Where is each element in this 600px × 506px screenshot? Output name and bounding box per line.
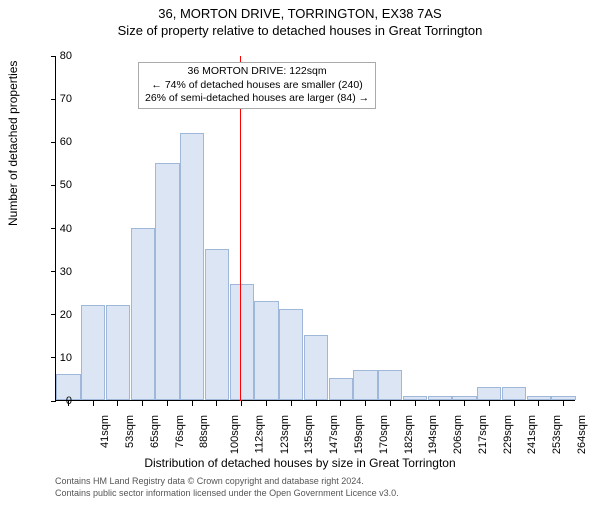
x-tick-label: 159sqm (353, 415, 365, 454)
histogram-bar (378, 370, 402, 400)
x-tick-label: 100sqm (229, 415, 241, 454)
x-tick-label: 65sqm (149, 415, 161, 448)
y-tick-label: 20 (42, 309, 72, 321)
y-tick-label: 80 (42, 50, 72, 62)
x-tick-mark (439, 401, 440, 406)
x-tick-mark (93, 401, 94, 406)
histogram-bar (279, 309, 303, 400)
histogram-bar (230, 284, 254, 400)
annotation-line: ← 74% of detached houses are smaller (24… (145, 79, 369, 93)
title-subtitle: Size of property relative to detached ho… (0, 23, 600, 38)
chart-container: 36, MORTON DRIVE, TORRINGTON, EX38 7AS S… (0, 6, 600, 506)
footer-copyright-1: Contains HM Land Registry data © Crown c… (55, 476, 364, 486)
histogram-bar (155, 163, 179, 400)
y-tick-label: 10 (42, 352, 72, 364)
x-tick-label: 241sqm (526, 415, 538, 454)
histogram-bar (106, 305, 130, 400)
histogram-bar (551, 396, 575, 400)
x-tick-mark (415, 401, 416, 406)
x-tick-label: 88sqm (198, 415, 210, 448)
y-tick-label: 50 (42, 179, 72, 191)
x-tick-mark (241, 401, 242, 406)
histogram-bar (205, 249, 229, 400)
plot-wrapper: 41sqm53sqm65sqm76sqm88sqm100sqm112sqm123… (55, 56, 575, 401)
y-tick-label: 70 (42, 93, 72, 105)
x-tick-mark (167, 401, 168, 406)
x-tick-mark (365, 401, 366, 406)
x-tick-mark (316, 401, 317, 406)
histogram-bar (304, 335, 328, 400)
x-tick-mark (563, 401, 564, 406)
y-tick-label: 30 (42, 266, 72, 278)
x-tick-label: 229sqm (502, 415, 514, 454)
x-tick-label: 170sqm (378, 415, 390, 454)
x-tick-mark (464, 401, 465, 406)
x-tick-label: 264sqm (576, 415, 588, 454)
histogram-bar (502, 387, 526, 400)
histogram-bar (403, 396, 427, 400)
x-tick-label: 135sqm (304, 415, 316, 454)
x-tick-mark (538, 401, 539, 406)
x-tick-label: 253sqm (551, 415, 563, 454)
y-tick-label: 0 (42, 395, 72, 407)
x-tick-label: 194sqm (427, 415, 439, 454)
histogram-bar (428, 396, 452, 400)
x-tick-mark (142, 401, 143, 406)
histogram-bar (477, 387, 501, 400)
y-axis-label: Number of detached properties (6, 61, 20, 226)
footer-copyright-2: Contains public sector information licen… (55, 488, 399, 498)
x-tick-label: 53sqm (124, 415, 136, 448)
plot-area: 41sqm53sqm65sqm76sqm88sqm100sqm112sqm123… (55, 56, 575, 401)
histogram-bar (81, 305, 105, 400)
histogram-bar (353, 370, 377, 400)
histogram-bar (527, 396, 551, 400)
x-tick-mark (117, 401, 118, 406)
annotation-line: 26% of semi-detached houses are larger (… (145, 92, 369, 106)
x-tick-mark (216, 401, 217, 406)
histogram-bar (254, 301, 278, 400)
x-tick-label: 217sqm (477, 415, 489, 454)
x-tick-label: 206sqm (452, 415, 464, 454)
x-tick-mark (340, 401, 341, 406)
x-tick-mark (192, 401, 193, 406)
x-tick-mark (514, 401, 515, 406)
x-tick-mark (390, 401, 391, 406)
x-tick-mark (266, 401, 267, 406)
histogram-bar (452, 396, 476, 400)
x-tick-mark (291, 401, 292, 406)
x-tick-label: 182sqm (403, 415, 415, 454)
x-tick-label: 112sqm (253, 415, 265, 453)
annotation-line: 36 MORTON DRIVE: 122sqm (145, 65, 369, 79)
annotation-box: 36 MORTON DRIVE: 122sqm← 74% of detached… (138, 62, 376, 109)
x-tick-label: 123sqm (279, 415, 291, 454)
histogram-bar (329, 378, 353, 400)
histogram-bar (131, 228, 155, 401)
x-axis-label: Distribution of detached houses by size … (0, 456, 600, 470)
x-tick-mark (489, 401, 490, 406)
y-tick-label: 40 (42, 223, 72, 235)
x-tick-label: 76sqm (174, 415, 186, 448)
x-tick-label: 41sqm (99, 415, 111, 448)
x-tick-label: 147sqm (328, 415, 340, 454)
histogram-bar (180, 133, 204, 400)
y-tick-label: 60 (42, 136, 72, 148)
title-address: 36, MORTON DRIVE, TORRINGTON, EX38 7AS (0, 6, 600, 21)
